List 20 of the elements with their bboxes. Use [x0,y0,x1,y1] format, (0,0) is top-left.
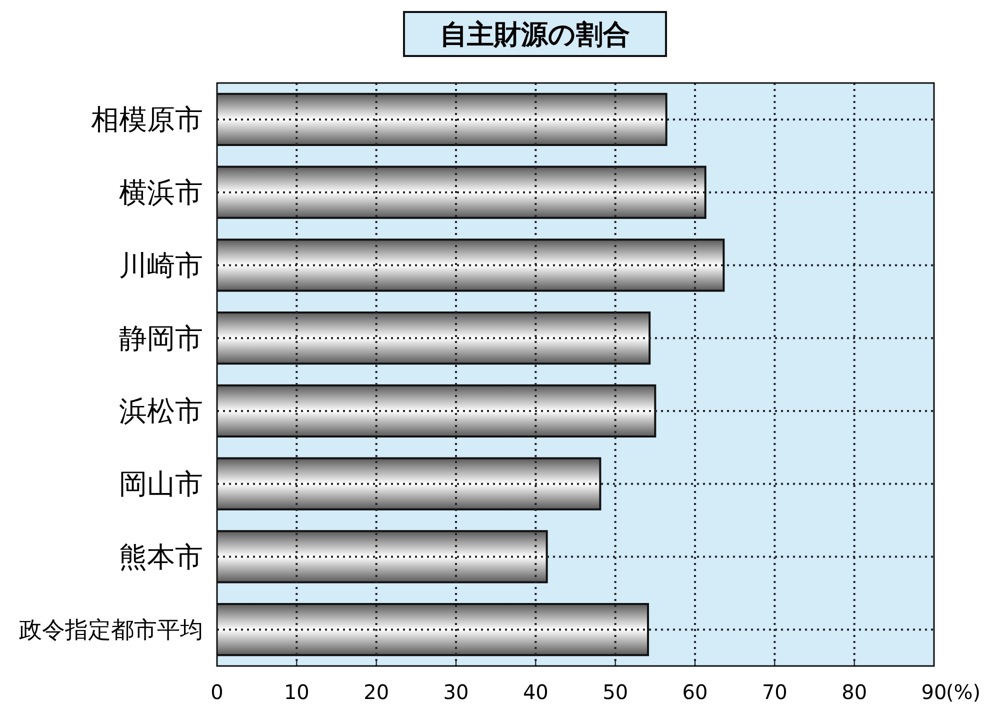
y-tick-label: 岡山市 [119,468,203,501]
y-tick-label: 川崎市 [119,248,203,282]
x-tick-label: 10 [284,680,310,704]
x-tick-label: 30 [443,680,469,704]
x-tick-label: 60 [682,680,708,704]
x-tick-label: 50 [602,680,628,704]
y-tick-label: 政令指定都市平均 [19,618,203,644]
x-tick-label: 80 [842,680,868,704]
y-tick-label: 浜松市 [119,394,203,428]
x-axis-title: (%) [946,680,981,704]
x-tick-label: 20 [364,680,390,704]
x-tick-label: 70 [762,680,788,704]
y-tick-label: 横浜市 [119,176,203,210]
x-tick-label: 90 [921,680,947,704]
y-tick-label: 静岡市 [119,322,203,355]
x-tick-label: 40 [522,680,548,704]
chart-title: 自主財源の割合 [440,19,630,50]
y-tick-label: 相模原市 [91,103,203,136]
x-tick-label: 0 [210,680,224,704]
y-tick-label: 熊本市 [119,540,203,574]
